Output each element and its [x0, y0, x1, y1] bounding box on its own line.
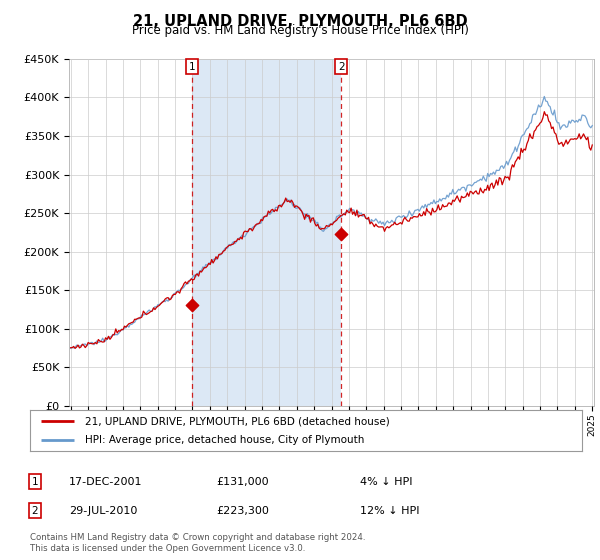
Text: £131,000: £131,000 — [216, 477, 269, 487]
Text: 21, UPLAND DRIVE, PLYMOUTH, PL6 6BD: 21, UPLAND DRIVE, PLYMOUTH, PL6 6BD — [133, 14, 467, 29]
Text: 4% ↓ HPI: 4% ↓ HPI — [360, 477, 413, 487]
Text: 2: 2 — [31, 506, 38, 516]
Text: Contains HM Land Registry data © Crown copyright and database right 2024.
This d: Contains HM Land Registry data © Crown c… — [30, 533, 365, 553]
Text: 29-JUL-2010: 29-JUL-2010 — [69, 506, 137, 516]
Bar — [192, 59, 341, 406]
Text: 12% ↓ HPI: 12% ↓ HPI — [360, 506, 419, 516]
Text: HPI: Average price, detached house, City of Plymouth: HPI: Average price, detached house, City… — [85, 435, 365, 445]
Point — [187, 301, 197, 310]
Point — [337, 229, 346, 238]
Text: 21, UPLAND DRIVE, PLYMOUTH, PL6 6BD (detached house): 21, UPLAND DRIVE, PLYMOUTH, PL6 6BD (det… — [85, 417, 390, 426]
Text: 1: 1 — [188, 62, 195, 72]
Text: 1: 1 — [31, 477, 38, 487]
Text: 17-DEC-2001: 17-DEC-2001 — [69, 477, 143, 487]
Text: £223,300: £223,300 — [216, 506, 269, 516]
Text: Price paid vs. HM Land Registry's House Price Index (HPI): Price paid vs. HM Land Registry's House … — [131, 24, 469, 36]
Text: 2: 2 — [338, 62, 345, 72]
